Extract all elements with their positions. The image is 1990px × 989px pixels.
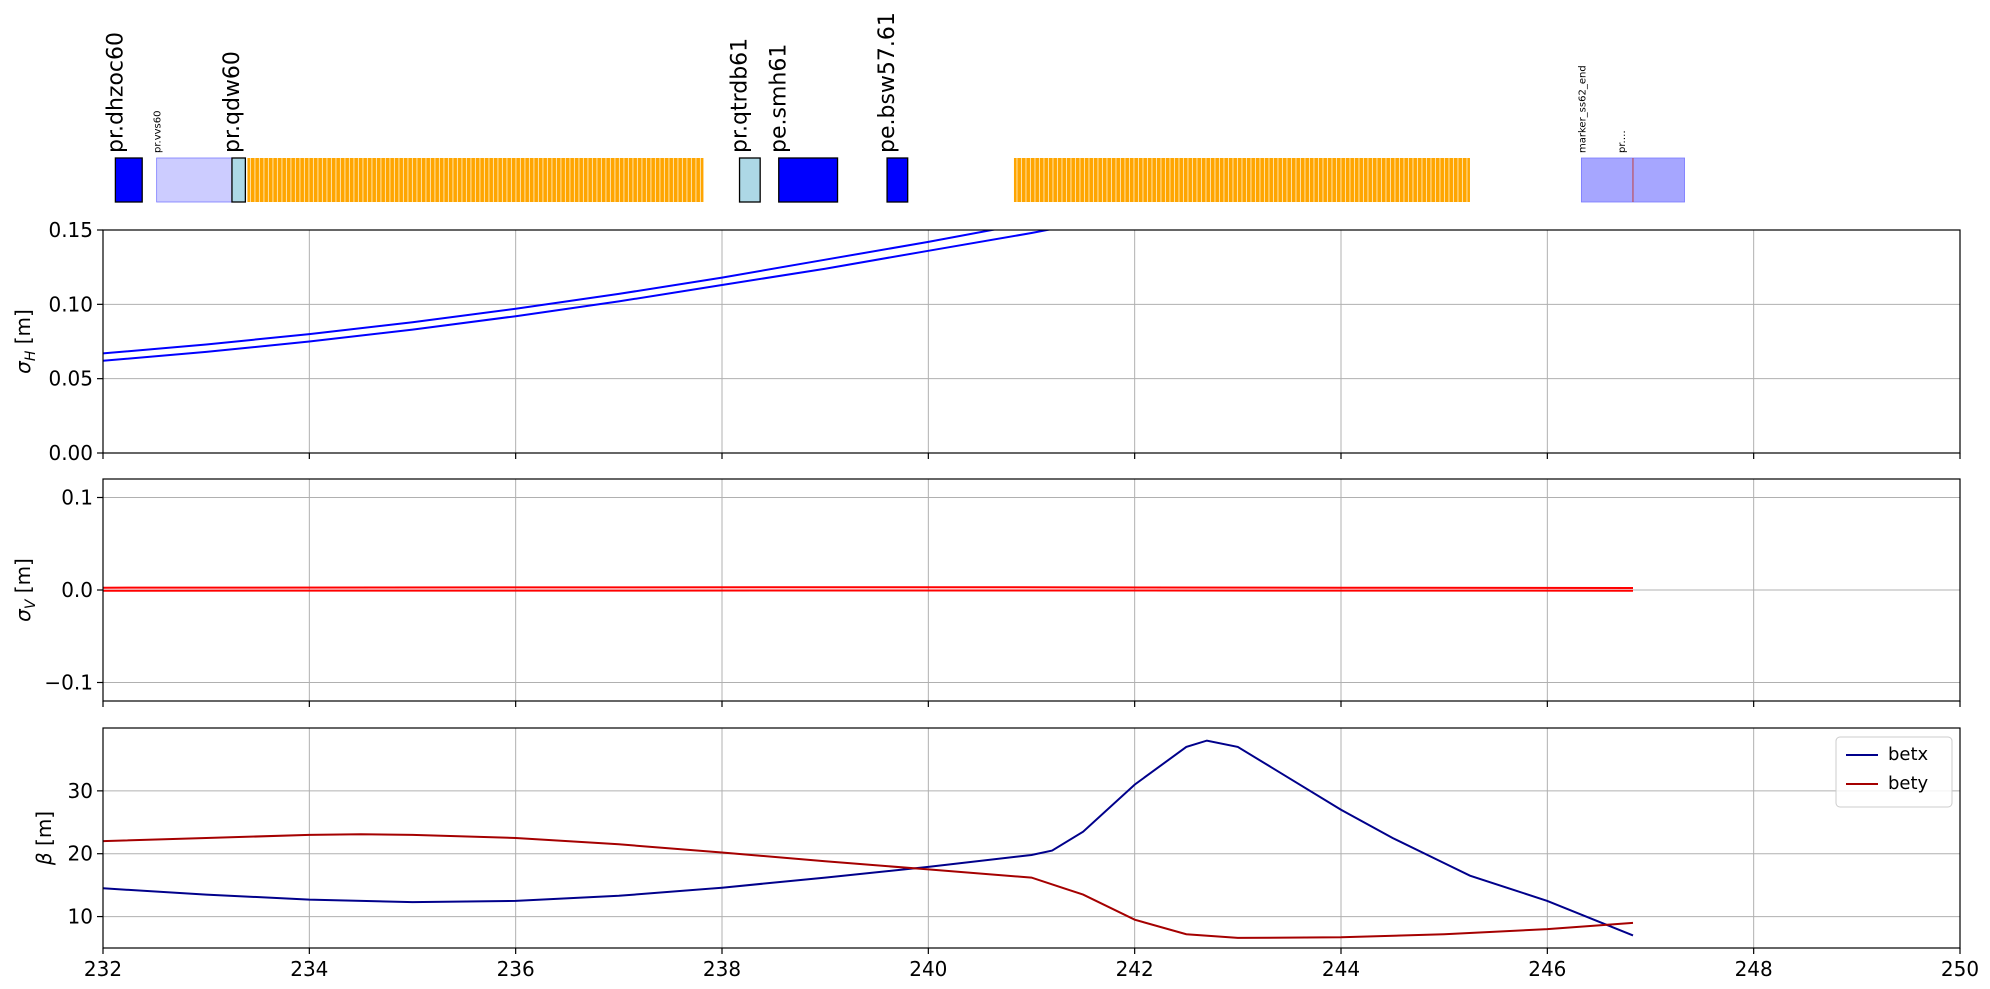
element-label: marker_ss62_end (1577, 65, 1588, 153)
x-tick-label: 244 (1322, 957, 1360, 981)
element-label: pr.qdw60 (220, 51, 245, 153)
y-axis-label-unit: [m] (32, 811, 56, 852)
series-line-1 (103, 586, 1634, 589)
axes-frame (102, 229, 1961, 454)
element-label: pr.dhzoc60 (103, 32, 128, 153)
series-line-betx (103, 739, 1634, 937)
y-tick-label: −0.1 (44, 671, 93, 695)
beamline-layout-panel: pr.dhzoc60 pr.vvs60 pr.qdw60 pe.smh61 pr.qtr… (103, 12, 1685, 203)
x-tick-label: 240 (909, 957, 947, 981)
legend-label-betx: betx (1888, 744, 1929, 765)
element-pe-smh61 (778, 157, 839, 203)
element-pe-bsw57-61 (886, 157, 909, 203)
y-axis-label-unit: [m] (11, 309, 35, 350)
x-tick-label: 250 (1941, 957, 1979, 981)
axes-frame (102, 727, 1961, 949)
y-tick-label: 30 (68, 779, 93, 803)
y-axis-label: β [m] (32, 811, 56, 866)
y-axis-label: σV [m] (11, 558, 39, 622)
y-axis-label-symbol: β (32, 852, 56, 866)
element-pr-qtrdb61 (738, 157, 761, 203)
legend: betx bety (1835, 736, 1953, 808)
element-pr-dhzoc60 (114, 157, 143, 203)
element-pr-qdw60 (231, 157, 247, 203)
y-axis-label-symbol: σ (11, 360, 35, 374)
y-tick-label: 0.00 (48, 441, 93, 465)
element-label: pe.bsw57.61 (875, 12, 900, 153)
element-label: pe.smh61 (767, 44, 792, 153)
element-pr-vvs60 (156, 157, 233, 203)
x-tick-label: 232 (84, 957, 122, 981)
series-line-2 (103, 230, 1053, 362)
y-axis-label-unit: [m] (11, 558, 35, 599)
element-label-overlap: pr.… (1617, 130, 1628, 153)
element-label: pr.qtrdb61 (728, 38, 753, 153)
y-tick-label: 0.0 (61, 578, 93, 602)
y-axis-label-subscript: H (23, 350, 39, 361)
x-tick-label: 246 (1528, 957, 1566, 981)
y-tick-label: 0.10 (48, 292, 93, 316)
x-tick-label: 234 (290, 957, 328, 981)
element-label: pr.vvs60 (153, 111, 164, 154)
x-tick-label: 242 (1116, 957, 1154, 981)
y-tick-label: 0.1 (61, 486, 93, 510)
y-tick-label: 0.15 (48, 218, 93, 242)
x-tick-label: 248 (1735, 957, 1773, 981)
x-tick-label: 236 (497, 957, 535, 981)
y-axis-label-symbol: σ (11, 608, 35, 622)
series-line-1 (103, 230, 998, 355)
y-tick-label: 0.05 (48, 367, 93, 391)
series-line-bety (103, 833, 1634, 939)
y-axis-label: σH [m] (11, 309, 39, 374)
sigma-v-panel: −0.1 0.0 0.1 σV [m] (11, 478, 1961, 707)
legend-label-bety: bety (1888, 773, 1929, 794)
beta-panel: 10 20 30 232 234 236 238 240 242 244 246 248 250 β [m… (32, 727, 1979, 981)
y-axis-label-subscript: V (23, 598, 39, 609)
y-tick-label: 20 (68, 842, 93, 866)
sigma-h-panel: 0.00 0.05 0.10 0.15 σH [m] (11, 218, 1961, 465)
y-tick-label: 10 (68, 905, 93, 929)
x-tick-label: 238 (703, 957, 741, 981)
